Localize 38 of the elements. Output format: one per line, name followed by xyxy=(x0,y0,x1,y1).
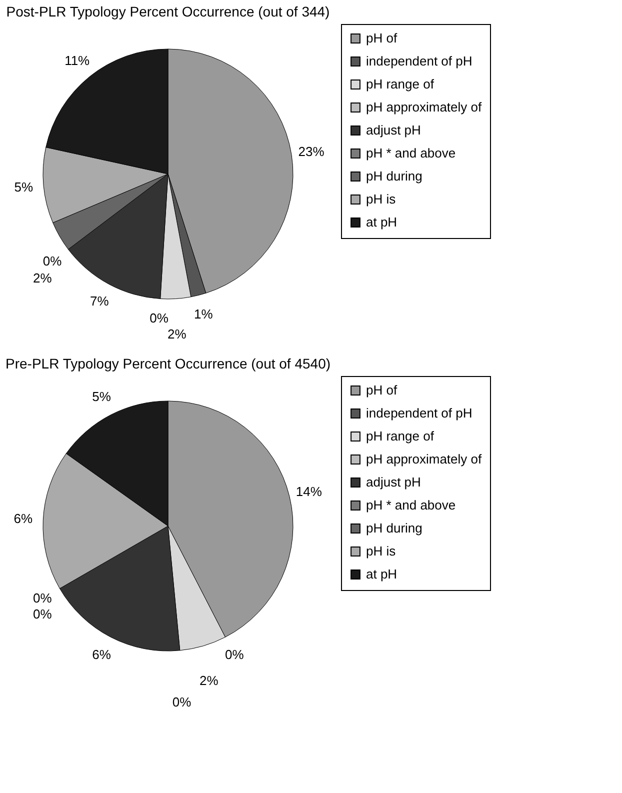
legend-label: at pH xyxy=(366,566,398,582)
data-label: 6% xyxy=(14,511,33,526)
data-label: 14% xyxy=(296,484,322,499)
legend-label: pH of xyxy=(366,382,398,398)
legend-label: pH is xyxy=(366,544,396,558)
text: 0% xyxy=(225,646,244,662)
text: 0% xyxy=(172,694,192,710)
chart-title: Pre-PLR Typology Percent Occurrence (out of 4540) xyxy=(5,356,331,372)
legend-label: pH * and above xyxy=(366,498,456,512)
data-label: 11% xyxy=(64,53,90,68)
legend-label: pH approximately of xyxy=(366,452,482,466)
legend-label: pH * and above xyxy=(366,146,456,160)
legend-label: at pH xyxy=(366,214,398,230)
text: 0% xyxy=(42,253,62,268)
legend-label: pH during xyxy=(366,520,422,536)
legend-label: pH during xyxy=(366,168,422,184)
data-label: 2% xyxy=(168,326,187,342)
text: 0% xyxy=(33,590,52,606)
data-label: 5% xyxy=(92,389,112,404)
data-label: 6% xyxy=(92,646,112,662)
data-label: 2% xyxy=(33,270,52,286)
data-label: 23% xyxy=(298,144,325,159)
data-label: 2% xyxy=(199,673,219,688)
legend-label: independent of pH xyxy=(366,406,472,420)
legend-label: pH range of xyxy=(366,76,434,92)
legend-label: pH range of xyxy=(366,428,434,444)
legend-label: adjust pH xyxy=(366,122,421,138)
legend-label: independent of pH xyxy=(366,54,472,68)
legend-label: adjust pH xyxy=(366,474,421,490)
text: 0% xyxy=(150,310,168,326)
chart-title: Post-PLR Typology Percent Occurrence (out of 344) xyxy=(6,4,330,20)
data-label: 7% xyxy=(90,294,110,309)
text: 0% xyxy=(33,606,52,622)
legend-label: pH of xyxy=(366,30,398,46)
legend-label: pH is xyxy=(366,192,396,206)
data-label: 5% xyxy=(14,179,34,194)
legend-label: pH approximately of xyxy=(366,100,482,114)
data-label: 1% xyxy=(194,306,214,322)
